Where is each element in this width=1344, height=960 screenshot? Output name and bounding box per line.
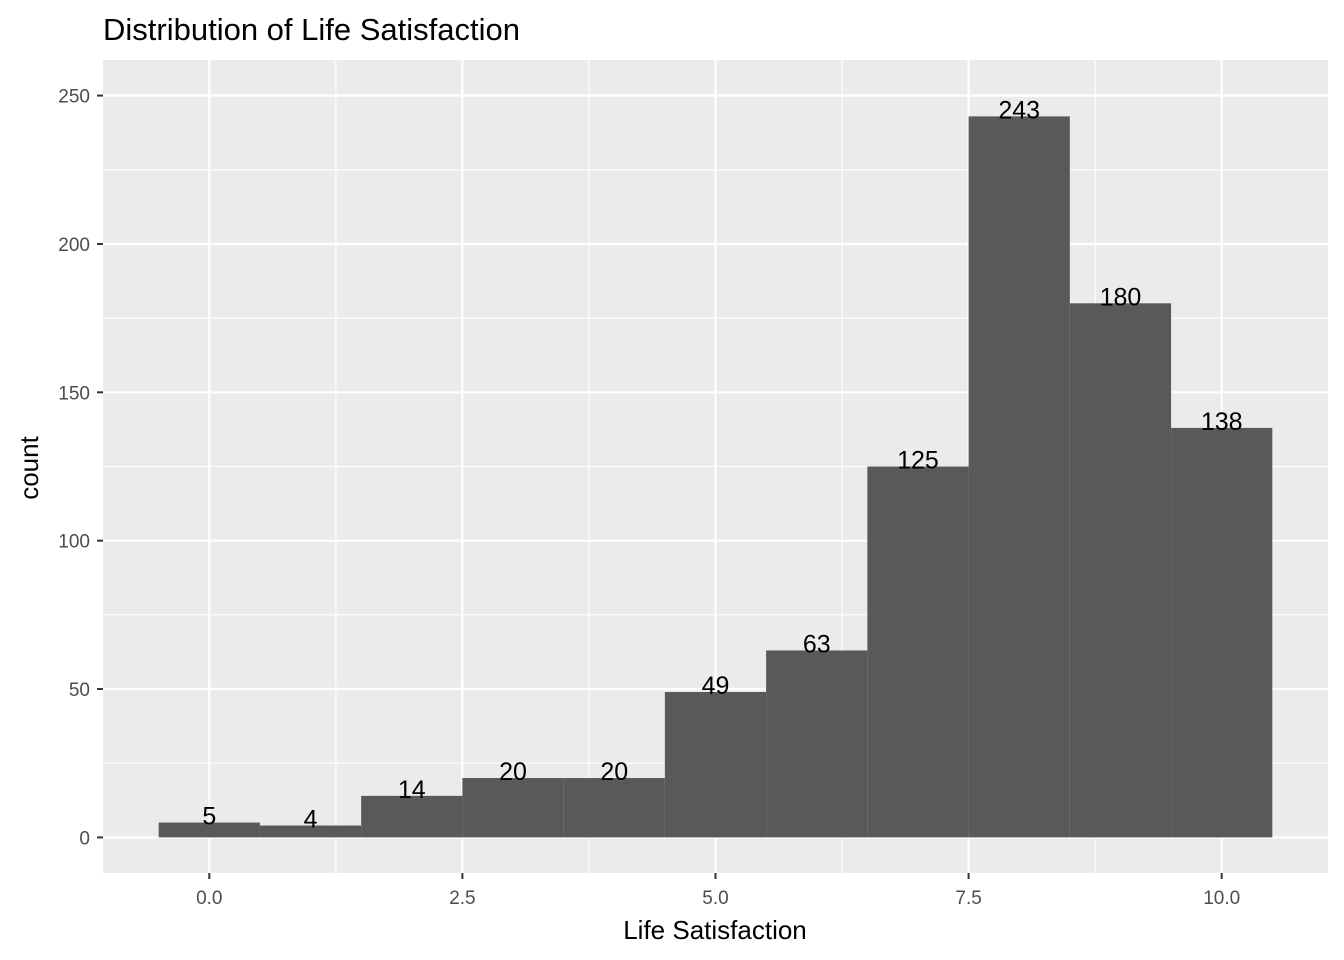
bar-count-label: 243: [998, 96, 1040, 124]
bar-count-label: 14: [398, 776, 426, 804]
x-tick-label: 10.0: [1203, 888, 1240, 909]
histogram-bar: [563, 778, 665, 838]
y-axis: 0 50 100 150 200 250: [58, 87, 103, 849]
bar-count-label: 49: [702, 672, 730, 700]
y-tick-label: 100: [58, 532, 90, 553]
bar-count-label: 5: [202, 803, 216, 831]
bar-count-label: 125: [897, 447, 939, 475]
x-tick-label: 0.0: [196, 888, 222, 909]
bar-count-label: 4: [304, 806, 318, 834]
histogram-bar: [259, 825, 362, 838]
x-tick-label: 2.5: [449, 888, 475, 909]
x-axis: 0.0 2.5 5.0 7.5 10.0: [196, 873, 1240, 909]
chart-title: Distribution of Life Satisfaction: [103, 12, 520, 47]
y-tick-label: 0: [79, 828, 90, 849]
x-axis-title: Life Satisfaction: [623, 915, 807, 945]
y-tick-label: 200: [58, 235, 90, 256]
bar-count-label: 63: [803, 630, 831, 658]
histogram-bar: [664, 692, 767, 838]
x-tick-label: 7.5: [955, 888, 981, 909]
bar-count-label: 180: [1100, 283, 1142, 311]
y-tick-label: 50: [69, 680, 90, 701]
bar-count-label: 20: [600, 758, 628, 786]
histogram-bar: [1069, 303, 1172, 838]
histogram-bar: [1171, 427, 1273, 838]
y-tick-label: 250: [58, 87, 90, 108]
histogram-bar: [462, 778, 564, 838]
histogram-bar: [766, 650, 868, 838]
histogram-bar: [158, 822, 260, 838]
histogram-bars: [158, 116, 1273, 838]
bar-data-labels: 5 4 14 20 20 49 63 125 243 180 138: [202, 96, 1242, 833]
histogram-bar: [361, 795, 463, 838]
histogram-bar: [867, 466, 969, 838]
histogram-bar: [968, 116, 1070, 838]
bar-count-label: 20: [499, 758, 527, 786]
x-tick-label: 5.0: [702, 888, 728, 909]
y-axis-title: count: [14, 435, 44, 499]
bar-count-label: 138: [1201, 408, 1243, 436]
y-tick-label: 150: [58, 383, 90, 404]
